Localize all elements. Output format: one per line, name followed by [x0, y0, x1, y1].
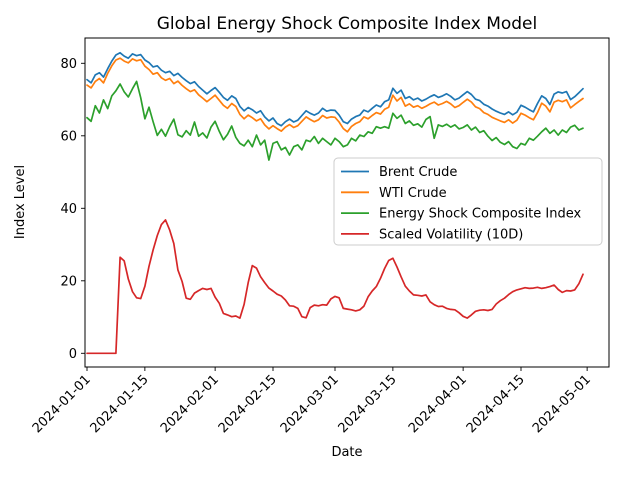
- x-tick-label: 2024-02-15: [216, 372, 280, 436]
- x-tick-label: 2024-01-15: [88, 372, 152, 436]
- x-tick-label: 2024-05-01: [530, 372, 594, 436]
- x-tick-label: 2024-04-15: [464, 372, 528, 436]
- y-tick-label: 60: [60, 129, 77, 144]
- legend-item-wti-crude: WTI Crude: [341, 186, 447, 201]
- series-line-scaled-volatility-10d: [86, 219, 584, 355]
- y-tick-label: 80: [60, 57, 77, 72]
- legend-item-scaled-volatility-10d: Scaled Volatility (10D): [341, 227, 523, 242]
- series-line-energy-shock-composite-index: [86, 80, 584, 161]
- series-line-brent-crude: [86, 51, 584, 127]
- y-tick-label: 20: [60, 274, 77, 289]
- series-line-wti-crude: [86, 57, 584, 133]
- x-axis-label: Date: [331, 445, 362, 460]
- legend-item-label: Scaled Volatility (10D): [379, 227, 523, 242]
- legend: Brent Crude WTI Crude Energy Shock Composi…: [333, 157, 603, 246]
- y-tick-label: 0: [69, 347, 77, 362]
- legend-item-label: Brent Crude: [379, 165, 457, 180]
- chart-title: Global Energy Shock Composite Index Mode…: [157, 14, 538, 34]
- x-tick-label: 2024-01-01: [30, 372, 94, 436]
- x-tick-label: 2024-02-01: [158, 372, 222, 436]
- y-axis-label: Index Level: [13, 165, 28, 239]
- x-tick-label: 2024-03-15: [336, 372, 400, 436]
- y-tick-label: 40: [60, 202, 77, 217]
- series-lines: [86, 51, 584, 355]
- x-tick-label: 2024-03-01: [278, 372, 342, 436]
- x-tick-label: 2024-04-01: [406, 372, 470, 436]
- legend-item-label: Energy Shock Composite Index: [379, 207, 582, 222]
- legend-box: [333, 157, 603, 246]
- legend-item-brent-crude: Brent Crude: [341, 165, 457, 180]
- legend-item-energy-shock-composite-index: Energy Shock Composite Index: [341, 207, 582, 222]
- legend-item-label: WTI Crude: [379, 186, 447, 201]
